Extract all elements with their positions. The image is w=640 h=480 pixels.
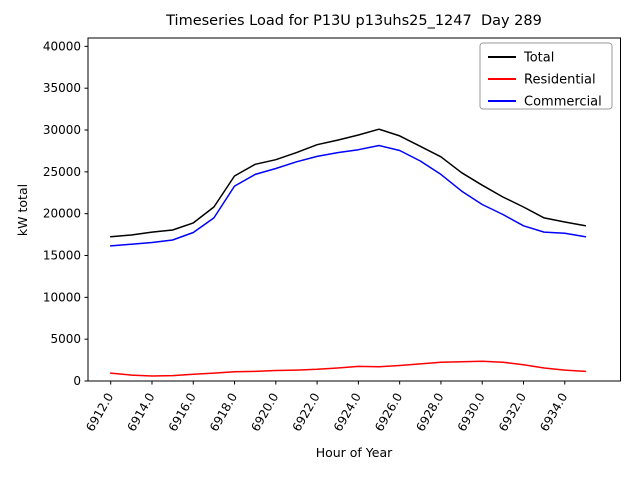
series-line-residential — [109, 360, 587, 377]
y-tick-label: 0 — [73, 374, 81, 388]
y-axis-ticks: 0 5000 10000 15000 20000 25000 30000 35000 40000 — [43, 39, 88, 388]
legend: Total Residential Commercial — [479, 42, 613, 110]
y-axis-label: kW total — [15, 184, 30, 236]
y-tick-label: 25000 — [43, 165, 81, 179]
legend-label-residential: Residential — [524, 73, 596, 88]
chart-title: Timeseries Load for P13U p13uhs25_1247 D… — [165, 13, 542, 29]
y-tick-label: 15000 — [43, 249, 81, 263]
y-tick-label: 20000 — [43, 207, 81, 221]
series-line-commercial — [109, 144, 587, 247]
y-tick-label: 30000 — [43, 123, 81, 137]
x-axis-label: Hour of Year — [316, 445, 393, 460]
series-line-total — [109, 128, 587, 238]
legend-label-total: Total — [523, 51, 554, 66]
legend-box — [479, 42, 613, 110]
y-tick-label: 35000 — [43, 81, 81, 95]
legend-label-commercial: Commercial — [524, 95, 602, 110]
y-tick-label: 40000 — [43, 39, 81, 53]
y-tick-label: 10000 — [43, 290, 81, 304]
plot-series-lines — [109, 128, 587, 377]
plot-frame — [87, 37, 621, 382]
y-tick-label: 5000 — [50, 332, 81, 346]
